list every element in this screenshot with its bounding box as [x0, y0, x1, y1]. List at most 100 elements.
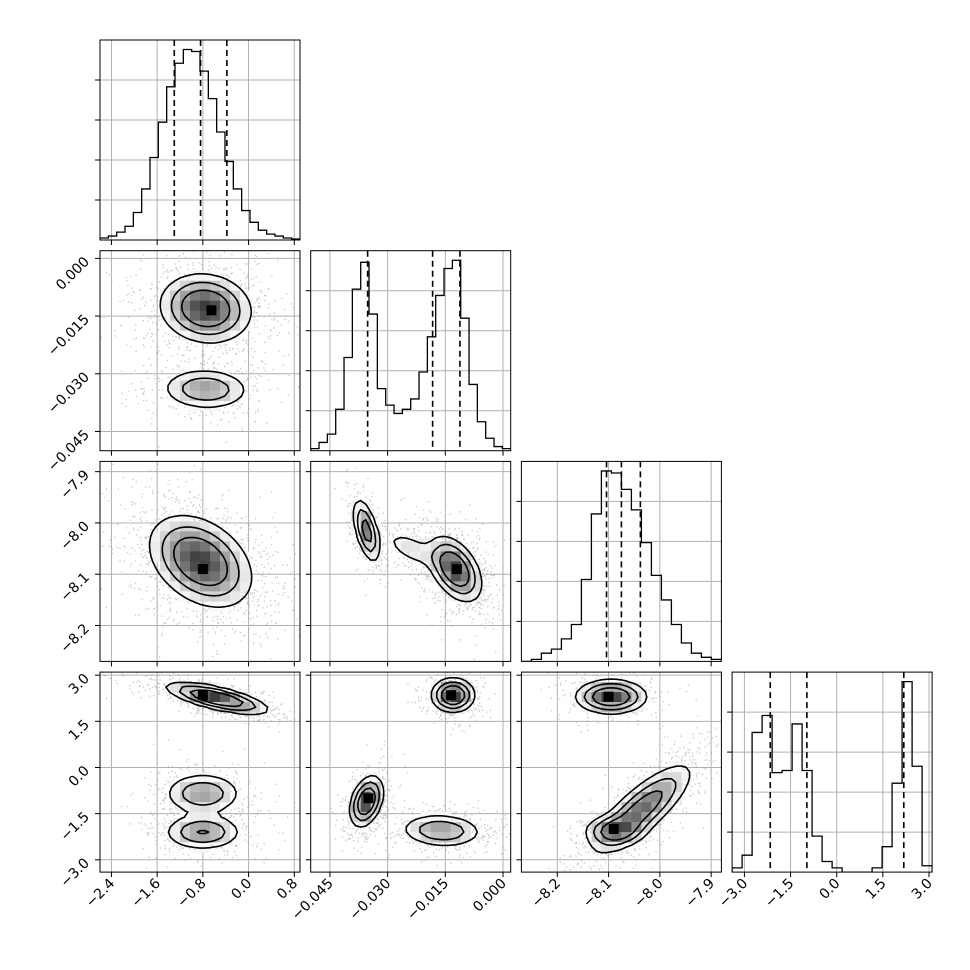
density-cell	[661, 802, 672, 813]
density-cell	[460, 591, 471, 602]
density-cell	[410, 551, 421, 562]
density-cell	[180, 380, 191, 391]
density-cell	[200, 370, 211, 381]
density-cell	[170, 531, 181, 542]
density-cell	[360, 782, 371, 793]
density-cell	[170, 310, 181, 321]
density-cell	[230, 571, 241, 582]
y-tick-label-2-0: −8.2	[57, 621, 92, 656]
contour-0-1	[170, 281, 241, 401]
density-cell	[200, 842, 211, 853]
density-cell	[440, 581, 451, 592]
density-cell	[200, 591, 211, 602]
density-cell	[210, 370, 221, 381]
density-cell	[220, 561, 231, 572]
density-cell	[180, 782, 191, 793]
hist-panel-1	[305, 250, 512, 456]
density-cell	[440, 812, 451, 823]
pair-frame-4	[310, 671, 512, 873]
density-cell	[160, 561, 171, 572]
density-cell	[400, 541, 411, 552]
density-cell	[160, 290, 171, 301]
density-cell	[240, 290, 251, 301]
density-cell	[170, 380, 181, 391]
density-cell	[611, 812, 622, 823]
density-cell	[210, 692, 221, 703]
contour-5-0	[574, 678, 691, 854]
density-cell	[611, 842, 622, 853]
density-cell	[200, 571, 211, 582]
density-cell	[240, 571, 251, 582]
y-tick-label-3-1: −1.5	[57, 809, 92, 844]
density-cell	[220, 551, 231, 562]
density-cell	[210, 782, 221, 793]
density-cell	[631, 832, 642, 843]
density-peak-4-0	[446, 690, 457, 701]
y-tick-label-1-2: −0.015	[45, 312, 93, 360]
density-cell	[180, 561, 191, 572]
contour-2-2	[361, 519, 470, 588]
contour-3-0	[165, 681, 269, 849]
density-cell	[190, 310, 201, 321]
density-cell	[260, 702, 271, 713]
pair-frame-5	[520, 671, 722, 873]
density-cell	[160, 541, 171, 552]
density-cell	[170, 521, 181, 532]
density-cell	[430, 832, 441, 843]
density-cell	[150, 531, 161, 542]
density-cell	[160, 310, 171, 321]
density-cell	[240, 300, 251, 311]
contour-1-1	[161, 526, 240, 597]
density-cell	[220, 300, 231, 311]
density-cell	[210, 400, 221, 411]
density-cell	[651, 792, 662, 803]
density-cell	[621, 792, 632, 803]
density-cell	[430, 571, 441, 582]
density-cell	[360, 511, 371, 522]
density-cell	[460, 581, 471, 592]
density-cell	[661, 792, 672, 803]
density-cell	[671, 792, 682, 803]
density-cell	[190, 812, 201, 823]
density-cell	[631, 692, 642, 703]
density-cell	[430, 541, 441, 552]
density-cell	[210, 561, 221, 572]
density-cell	[671, 762, 682, 773]
density-cell	[170, 782, 181, 793]
density-cell	[190, 280, 201, 291]
x-tick-label-3-2: 0.0	[816, 876, 843, 903]
contour-1-0	[148, 514, 253, 608]
density-cell	[601, 682, 612, 693]
density-cell	[420, 822, 431, 833]
density-cell	[180, 541, 191, 552]
density-cell	[190, 591, 201, 602]
density-cell	[450, 571, 461, 582]
density-cell	[631, 792, 642, 803]
density-cell	[190, 320, 201, 331]
density-cell	[460, 832, 471, 843]
density-cell	[200, 310, 211, 321]
density-cell	[210, 551, 221, 562]
y-tick-label-1-3: 0.000	[53, 254, 93, 294]
density-cell	[210, 280, 221, 291]
density-cell	[210, 290, 221, 301]
contour-2-1	[356, 508, 476, 595]
density-cell	[230, 380, 241, 391]
contour-1-2	[173, 536, 229, 587]
density-cell	[631, 812, 642, 823]
density-cell	[190, 290, 201, 301]
density-cell	[450, 551, 461, 562]
density-cell	[180, 320, 191, 331]
y-tick-label-2-3: −7.9	[57, 467, 92, 502]
density-cell	[350, 802, 361, 813]
density-cell	[210, 380, 221, 391]
pair-panel-1-2	[305, 460, 512, 667]
density-cell	[220, 370, 231, 381]
density-cell	[220, 280, 231, 291]
x-tick-label-0-1: −1.6	[129, 876, 164, 911]
density-cell	[430, 561, 441, 572]
density-cell	[230, 280, 241, 291]
contour-0-0	[159, 272, 253, 409]
density-cell	[370, 541, 381, 552]
density-cell	[190, 822, 201, 833]
